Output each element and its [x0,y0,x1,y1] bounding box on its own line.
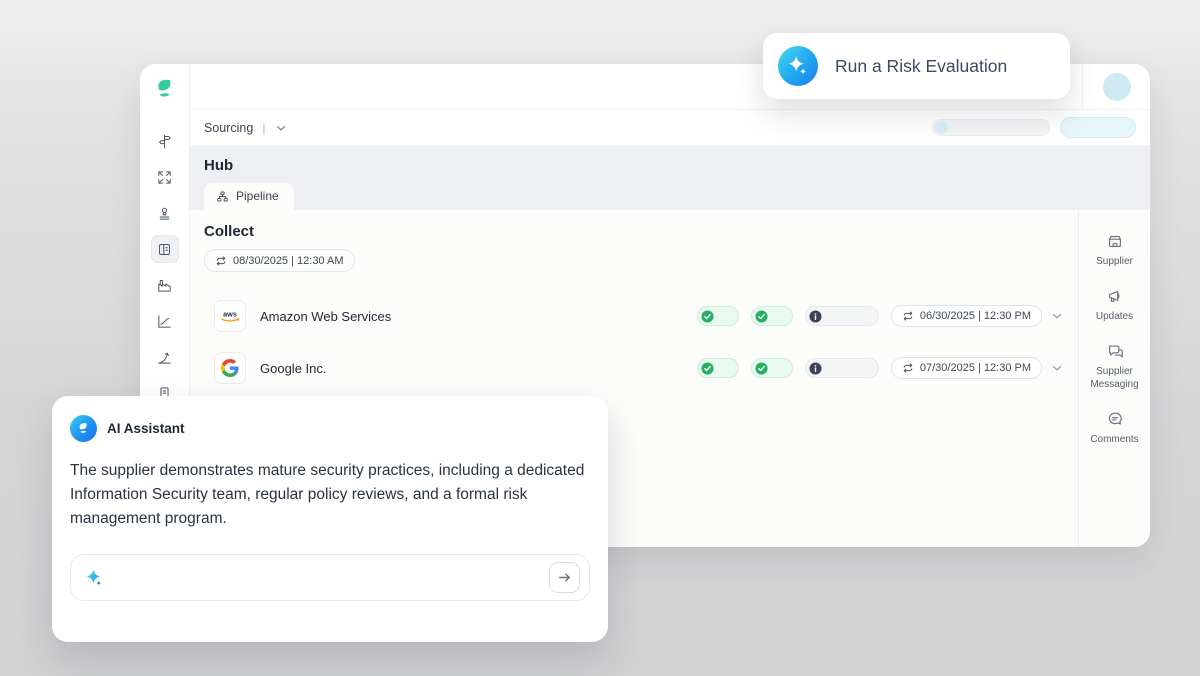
ai-prompt-input[interactable] [115,569,549,586]
row-timestamp-badge[interactable]: 07/30/2025 | 12:30 PM [890,357,1042,379]
page-title: Hub [204,157,234,174]
sidebar-item-label: Updates [1095,311,1134,322]
row-timestamp-text: 06/30/2025 | 12:30 PM [919,310,1031,322]
info-circle-icon [809,361,822,375]
aws-logo: aws [214,300,246,332]
status-complete-badge[interactable] [750,358,793,378]
panels-icon[interactable] [151,236,178,262]
brand-leaf-logo[interactable] [152,76,178,102]
ai-assistant-avatar [70,415,97,442]
info-circle-icon [809,309,822,323]
line-chart-icon[interactable] [152,308,178,334]
supplier-name: Amazon Web Services [260,308,392,324]
left-sidebar-icons [151,128,178,406]
skeleton-dot [935,121,948,134]
check-circle-icon [701,309,714,323]
risk-card-label: Run a Risk Evaluation [835,55,1008,76]
collect-schedule-badge[interactable]: 08/30/2025 | 12:30 AM [204,249,355,272]
ai-assistant-card: AI Assistant The supplier demonstrates m… [52,396,608,642]
repeat-icon [215,255,227,267]
ai-assistant-message: The supplier demonstrates mature securit… [70,462,585,528]
skeleton-action-button [1060,117,1136,138]
user-avatar[interactable] [1102,72,1131,101]
megaphone-icon [1108,290,1119,302]
chevron-down-icon[interactable] [1050,309,1064,323]
sidebar-item-label: Supplier [1096,256,1133,267]
status-info-badge[interactable] [804,306,879,326]
send-button[interactable] [549,562,580,594]
skeleton-search-pill [932,119,1050,136]
chat-bubbles-icon [1108,345,1123,358]
sidebar-item-comments[interactable]: Comments [1082,410,1148,446]
sidebar-item-label: Supplier Messaging [1090,366,1139,390]
breadcrumb: Sourcing | [190,110,1150,146]
ai-input-bar[interactable] [70,554,590,602]
svg-text:aws: aws [223,309,237,318]
row-timestamp-text: 07/30/2025 | 12:30 PM [919,362,1031,374]
sidebar-item-supplier-messaging[interactable]: Supplier Messaging [1082,342,1148,391]
right-sidebar: Supplier Updates Supplier Messaging Comm… [1078,210,1150,547]
supplier-row-google[interactable]: Google Inc. [204,351,1064,385]
sidebar-item-supplier[interactable]: Supplier [1082,232,1148,268]
check-circle-icon [701,361,714,375]
building-icon [1108,235,1121,247]
signpost-icon[interactable] [152,128,178,154]
comment-icon [1108,412,1122,425]
run-risk-evaluation-card[interactable]: Run a Risk Evaluation [763,33,1070,99]
breadcrumb-separator: | [262,120,266,135]
status-complete-badge[interactable] [750,306,793,326]
expand-icon[interactable] [152,164,178,190]
chevron-down-icon[interactable] [1050,361,1064,375]
row-timestamp-badge[interactable]: 06/30/2025 | 12:30 PM [890,305,1042,327]
hub-header: Hub Pipeline [190,146,1150,210]
tab-pipeline[interactable]: Pipeline [204,183,294,210]
ai-assistant-title: AI Assistant [107,421,185,436]
chevron-down-icon[interactable] [274,121,288,135]
sparkle-icon [85,568,105,588]
collect-schedule-text: 08/30/2025 | 12:30 AM [233,254,344,267]
sidebar-item-updates[interactable]: Updates [1082,287,1148,323]
supplier-name: Google Inc. [260,360,327,376]
sparkle-icon [778,46,818,86]
status-complete-badge[interactable] [696,358,739,378]
collect-title: Collect [204,223,255,240]
status-info-badge[interactable] [804,358,879,378]
check-circle-icon [755,361,768,375]
pipeline-icon [217,191,228,201]
status-complete-badge[interactable] [696,306,739,326]
sidebar-item-label: Comments [1090,434,1139,445]
factory-icon[interactable] [152,272,178,298]
tab-pipeline-label: Pipeline [236,189,279,203]
arrow-right-icon [559,573,570,582]
supplier-row-aws[interactable]: aws Amazon Web Services [204,299,1064,333]
google-logo [214,352,246,384]
repeat-icon [902,362,914,374]
check-circle-icon [755,309,768,323]
repeat-icon [902,310,914,322]
pipeline-content: Collect 08/30/2025 | 12:30 AM aws [190,210,1078,547]
growth-chart-icon[interactable] [152,344,178,370]
stamp-icon[interactable] [152,200,178,226]
breadcrumb-sourcing[interactable]: Sourcing [204,120,254,135]
